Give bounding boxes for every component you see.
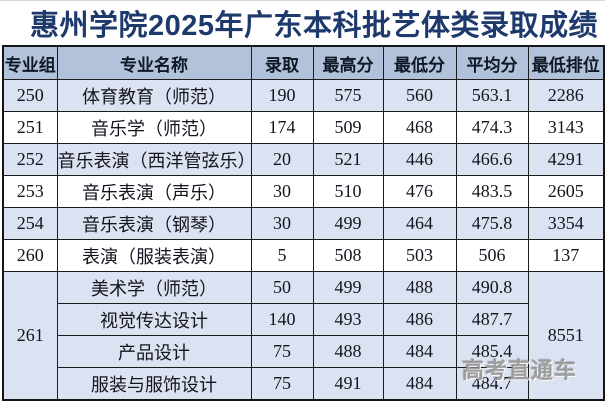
cell-group: 254 — [2, 207, 58, 240]
cell-max: 575 — [312, 79, 384, 112]
table-row-251: 251 音乐学（师范） 174 509 468 474.3 3143 — [2, 111, 605, 144]
cell-max: 491 — [312, 367, 384, 401]
header-major-group: 专业组 — [2, 45, 58, 80]
cell-group: 250 — [2, 79, 58, 112]
cell-avg: 563.1 — [455, 79, 529, 112]
cell-major: 音乐表演（西洋管弦乐） — [56, 143, 252, 176]
cell-major: 服装与服饰设计 — [56, 367, 252, 401]
cell-min: 486 — [382, 303, 457, 336]
cell-min-rank: 3143 — [527, 111, 605, 144]
table-row-252: 252 音乐表演（西洋管弦乐） 20 521 446 466.6 4291 — [2, 143, 605, 176]
cell-min-rank: 4291 — [527, 143, 605, 176]
cell-max: 493 — [312, 303, 384, 336]
table-row-253: 253 音乐表演（声乐） 30 510 476 483.5 2605 — [2, 175, 605, 208]
cell-major: 音乐表演（声乐） — [56, 175, 252, 208]
cell-group: 253 — [2, 175, 58, 208]
cell-avg: 474.3 — [455, 111, 529, 144]
cell-avg: 506 — [455, 239, 529, 272]
cell-major: 音乐表演（钢琴） — [56, 207, 252, 240]
cell-avg: 475.8 — [455, 207, 529, 240]
cell-enrolled: 50 — [250, 271, 314, 304]
cell-min-rank: 137 — [527, 239, 605, 272]
cell-max: 509 — [312, 111, 384, 144]
cell-enrolled: 30 — [250, 207, 314, 240]
cell-min: 503 — [382, 239, 457, 272]
cell-avg: 485.4 — [455, 335, 529, 368]
cell-max: 499 — [312, 207, 384, 240]
cell-avg: 483.5 — [455, 175, 529, 208]
cell-enrolled: 75 — [250, 367, 314, 401]
header-avg-score: 平均分 — [455, 45, 529, 80]
header-min-rank: 最低排位 — [527, 45, 605, 80]
cell-min: 468 — [382, 111, 457, 144]
cell-major: 视觉传达设计 — [56, 303, 252, 336]
cell-enrolled: 140 — [250, 303, 314, 336]
table-header-row: 专业组 专业名称 录取 最高分 最低分 平均分 最低排位 — [2, 45, 605, 80]
cell-avg: 487.7 — [455, 303, 529, 336]
cell-min-rank: 2605 — [527, 175, 605, 208]
cell-enrolled: 190 — [250, 79, 314, 112]
cell-min: 484 — [382, 367, 457, 401]
cell-max: 510 — [312, 175, 384, 208]
cell-major: 美术学（师范） — [56, 271, 252, 304]
cell-enrolled: 5 — [250, 239, 314, 272]
cell-min: 560 — [382, 79, 457, 112]
header-min-score: 最低分 — [382, 45, 457, 80]
table-row-261-product: 产品设计 75 488 484 485.4 — [3, 335, 604, 368]
cell-min-rank: 2286 — [527, 79, 605, 112]
cell-major: 音乐学（师范） — [56, 111, 252, 144]
cell-min: 446 — [382, 143, 457, 176]
cell-group: 251 — [2, 111, 58, 144]
cell-min: 488 — [382, 271, 457, 304]
admission-scores-table: 专业组 专业名称 录取 最高分 最低分 平均分 最低排位 250 体育教育（师范… — [2, 45, 605, 401]
cell-major: 产品设计 — [56, 335, 252, 368]
cell-avg: 466.6 — [455, 143, 529, 176]
cell-group: 252 — [2, 143, 58, 176]
header-major-name: 专业名称 — [56, 45, 252, 80]
cell-min: 476 — [382, 175, 457, 208]
cell-max: 521 — [312, 143, 384, 176]
cell-group-261: 261 — [2, 271, 58, 401]
cell-avg: 490.8 — [455, 271, 529, 304]
page-title: 惠州学院2025年广东本科批艺体类录取成绩 — [30, 10, 599, 42]
table-row-261-fashion: 服装与服饰设计 75 491 484 484.7 — [3, 367, 604, 401]
cell-group: 260 — [2, 239, 58, 272]
cell-enrolled: 75 — [250, 335, 314, 368]
header-enrolled: 录取 — [250, 45, 314, 80]
cell-max: 488 — [312, 335, 384, 368]
cell-min-rank-261: 8551 — [527, 271, 605, 401]
cell-min: 464 — [382, 207, 457, 240]
table-row-261-art: 261 美术学（师范） 50 499 488 490.8 8551 — [2, 271, 605, 401]
table-row-254: 254 音乐表演（钢琴） 30 499 464 475.8 3354 — [2, 207, 605, 240]
cell-avg: 484.7 — [455, 367, 529, 401]
cell-major: 体育教育（师范） — [56, 79, 252, 112]
header-max-score: 最高分 — [312, 45, 384, 80]
table-row-260: 260 表演（服装表演） 5 508 503 506 137 — [2, 239, 605, 272]
table-row-261-visual: 视觉传达设计 140 493 486 487.7 — [3, 303, 604, 336]
cell-enrolled: 30 — [250, 175, 314, 208]
cell-enrolled: 20 — [250, 143, 314, 176]
cell-enrolled: 174 — [250, 111, 314, 144]
cell-max: 508 — [312, 239, 384, 272]
cell-major: 表演（服装表演） — [56, 239, 252, 272]
cell-max: 499 — [312, 271, 384, 304]
table-row-250: 250 体育教育（师范） 190 575 560 563.1 2286 — [2, 79, 605, 112]
cell-min-rank: 3354 — [527, 207, 605, 240]
cell-min: 484 — [382, 335, 457, 368]
